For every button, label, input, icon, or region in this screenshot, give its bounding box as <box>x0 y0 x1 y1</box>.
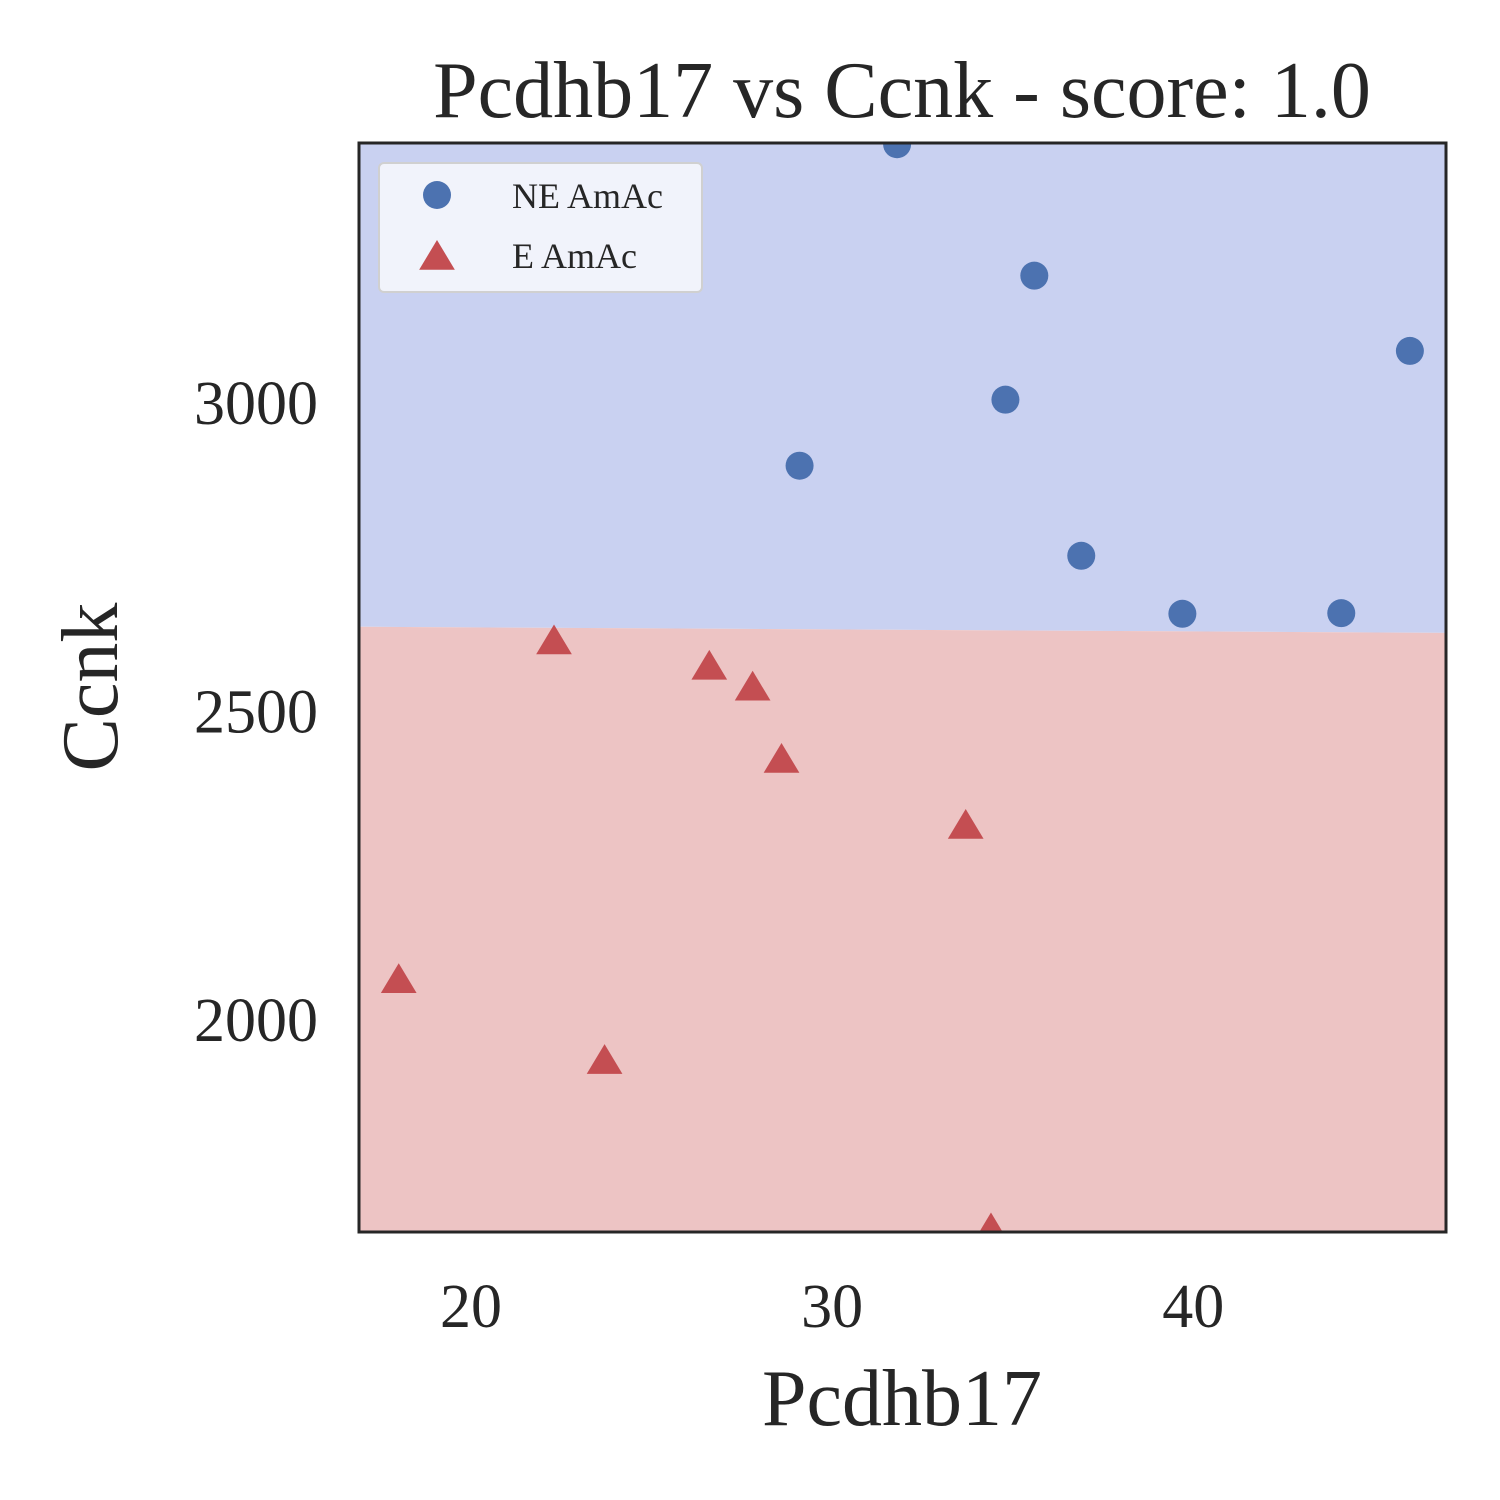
data-point-triangle <box>947 809 984 839</box>
chart-title: Pcdhb17 vs Ccnk - score: 1.0 <box>433 47 1371 135</box>
data-point-triangle <box>979 1212 1003 1232</box>
data-point-triangle <box>380 963 417 994</box>
data-point-circle <box>1020 261 1049 290</box>
data-point-circle <box>1327 599 1356 628</box>
legend-label: E AmAc <box>512 236 637 276</box>
series-e-amac <box>380 624 1003 1232</box>
x-tick-label: 30 <box>801 1273 863 1341</box>
legend-box <box>378 162 703 293</box>
data-points <box>380 143 1424 1232</box>
y-tick-label: 3000 <box>194 370 318 438</box>
data-point-circle <box>1395 336 1424 365</box>
legend-label: NE AmAc <box>512 176 663 216</box>
legend-marker-triangle <box>419 240 455 270</box>
data-point-triangle <box>763 742 800 773</box>
data-point-triangle <box>691 649 728 680</box>
x-tick-label: 20 <box>440 1273 502 1341</box>
data-point-circle <box>1168 599 1197 628</box>
series-ne-amac <box>785 143 1424 628</box>
data-point-circle <box>883 143 912 159</box>
legend: NE AmAc E AmAc <box>378 162 703 293</box>
plot-frame <box>357 141 1448 1234</box>
legend-marker-circle <box>423 181 451 209</box>
legend-items: NE AmAc E AmAc <box>419 176 663 276</box>
x-tick-label: 40 <box>1162 1273 1224 1341</box>
data-point-circle <box>991 385 1020 414</box>
y-axis-label: Ccnk <box>47 603 135 772</box>
data-point-triangle <box>734 670 771 701</box>
x-axis-ticks: 20 30 40 <box>440 1273 1224 1341</box>
data-point-circle <box>1067 541 1096 570</box>
legend-entry: E AmAc <box>419 236 637 276</box>
data-point-circle <box>785 451 814 480</box>
y-axis-ticks: 2000 2500 3000 <box>194 370 318 1055</box>
x-axis-label: Pcdhb17 <box>762 1355 1042 1443</box>
legend-entry: NE AmAc <box>423 176 663 216</box>
plot-area <box>357 141 1448 1234</box>
decision-region-lower <box>359 626 1446 1232</box>
data-point-triangle <box>536 624 572 655</box>
y-tick-label: 2000 <box>194 987 318 1055</box>
y-tick-label: 2500 <box>194 679 318 747</box>
data-point-triangle <box>586 1044 623 1074</box>
